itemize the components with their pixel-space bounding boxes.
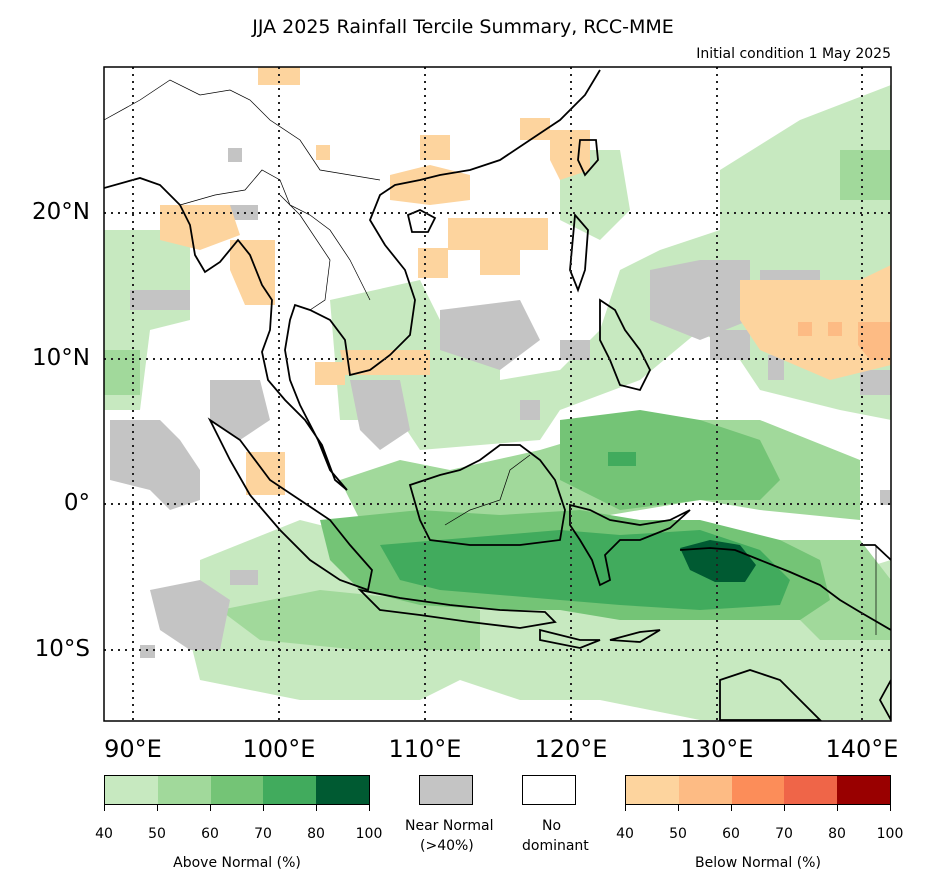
no-dominant-swatch [522, 775, 576, 805]
gridlines [104, 67, 891, 721]
chart-title: JJA 2025 Rainfall Tercile Summary, RCC-M… [252, 16, 674, 38]
above-tick-40: 40 [95, 826, 113, 842]
lon-label-110e: 110°E [388, 735, 462, 763]
no-dominant-label-2: dominant [522, 838, 589, 854]
lat-label-10n: 10°N [32, 345, 90, 371]
below-normal-swatch-80 [837, 776, 890, 804]
below-normal-colorbar [625, 775, 891, 805]
above-tick-70: 70 [254, 826, 272, 842]
lon-label-130e: 130°E [680, 735, 754, 763]
above-normal-colorbar [104, 775, 370, 805]
below-tick-60: 60 [722, 826, 740, 842]
below-normal-label: Below Normal (%) [695, 855, 821, 871]
above-normal-swatch-70 [263, 776, 317, 804]
above-normal-label: Above Normal (%) [173, 855, 301, 871]
near-normal-region [110, 148, 891, 658]
above-tick-50: 50 [148, 826, 166, 842]
lon-label-140e: 140°E [825, 735, 899, 763]
below-normal-swatch-50 [678, 776, 732, 804]
above-normal-swatch-80 [316, 776, 369, 804]
above-normal-swatch-40 [105, 776, 158, 804]
below-normal-swatch-70 [784, 776, 838, 804]
lon-label-120e: 120°E [534, 735, 608, 763]
near-normal-label-2: (>40%) [420, 838, 474, 854]
no-dominant-label-1: No [542, 818, 562, 834]
lat-label-10s: 10°S [34, 636, 90, 662]
map-frame [103, 66, 892, 722]
above-tick-80: 80 [307, 826, 325, 842]
coastlines [104, 69, 891, 721]
lon-label-100e: 100°E [242, 735, 316, 763]
below-tick-100: 100 [876, 826, 904, 842]
above-tick-60: 60 [201, 826, 219, 842]
above-tick-100: 100 [355, 826, 383, 842]
lat-label-0: 0° [63, 490, 90, 516]
near-normal-label-1: Near Normal [405, 818, 494, 834]
lat-label-20n: 20°N [32, 199, 90, 225]
below-normal-swatch-60 [731, 776, 785, 804]
chart-subtitle: Initial condition 1 May 2025 [696, 46, 891, 62]
below-normal-50-60-region [798, 322, 891, 360]
above-normal-swatch-60 [210, 776, 264, 804]
below-tick-80: 80 [828, 826, 846, 842]
below-tick-70: 70 [775, 826, 793, 842]
map-field [104, 67, 891, 721]
above-normal-swatch-50 [157, 776, 211, 804]
lon-label-90e: 90°E [104, 735, 162, 763]
near-normal-swatch [419, 775, 473, 805]
country-borders [104, 79, 877, 635]
below-tick-40: 40 [616, 826, 634, 842]
below-normal-swatch-40 [626, 776, 679, 804]
below-tick-50: 50 [669, 826, 687, 842]
